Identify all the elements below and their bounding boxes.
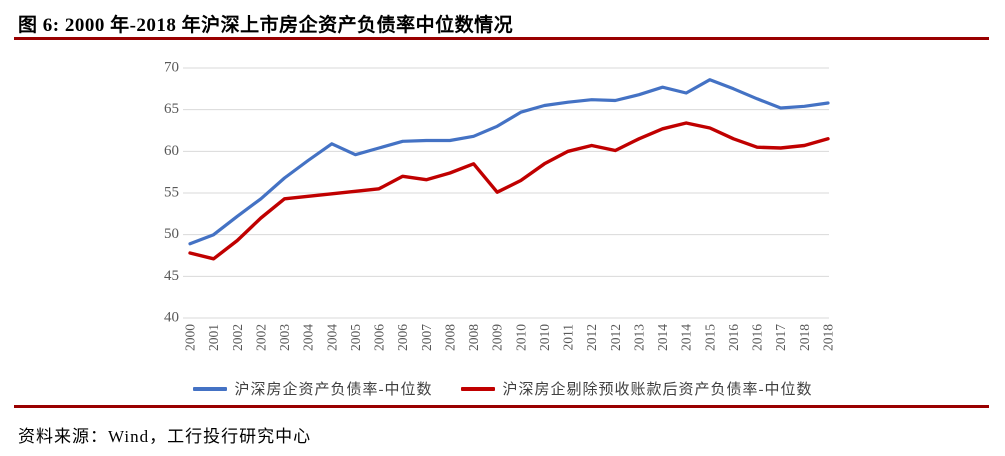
chart-area: 40 45 50 55 60 65 70 2000 2001 2002 2002 2003 2004 20… [0,50,1005,370]
x-tick-label: 2006 [372,324,387,351]
red-series-label: 沪深房企剔除预收账款后资产负债率-中位数 [502,382,813,398]
blue-series-label: 沪深房企资产负债率-中位数 [234,382,433,398]
x-tick-label: 2000 [183,324,198,351]
x-tick-label: 2006 [395,324,410,351]
y-tick-label: 60 [164,143,179,159]
x-tick-label: 2010 [537,324,552,351]
legend-item-blue: 沪深房企资产负债率-中位数 [192,378,433,399]
x-tick-label: 2004 [324,324,339,351]
red-series-swatch [460,386,495,391]
y-tick-label: 65 [164,101,179,117]
x-tick-label: 2001 [206,324,221,351]
x-tick-label: 2018 [797,324,812,351]
y-tick-label: 70 [164,59,179,75]
blue-series-swatch [192,386,227,391]
y-tick-label: 45 [164,268,179,284]
x-tick-label: 2004 [301,324,316,351]
x-tick-label: 2014 [655,324,670,351]
chart-legend: 沪深房企资产负债率-中位数 沪深房企剔除预收账款后资产负债率-中位数 [130,378,875,399]
x-tick-label: 2002 [230,324,245,351]
source-note: 资料来源：Wind，工行投行研究中心 [18,427,312,446]
x-tick-label: 2009 [490,324,505,351]
legend-item-red: 沪深房企剔除预收账款后资产负债率-中位数 [460,378,813,399]
x-tick-label: 2012 [608,324,623,351]
title-underline-rule [14,37,989,40]
x-tick-label: 2011 [561,324,576,351]
x-tick-label: 2010 [513,324,528,351]
x-tick-label: 2008 [466,324,481,351]
x-tick-label: 2002 [253,324,268,351]
x-tick-label: 2016 [726,324,741,351]
x-tick-label: 2012 [584,324,599,351]
y-tick-label: 40 [164,309,179,325]
x-tick-label: 2007 [419,324,434,351]
source-divider-rule [14,405,989,408]
figure-title: 图 6: 2000 年-2018 年沪深上市房企资产负债率中位数情况 [18,15,514,36]
x-tick-label: 2018 [821,324,836,351]
x-tick-label: 2014 [679,324,694,351]
series-line-blue [188,78,830,246]
line-chart: 40 45 50 55 60 65 70 2000 2001 2002 2002 2003 2004 20… [164,59,836,351]
x-tick-label: 2016 [750,324,765,351]
x-tick-label: 2015 [702,324,717,351]
y-tick-label: 50 [164,226,179,242]
y-tick-label: 55 [164,184,179,200]
x-tick-label: 2013 [631,324,646,351]
x-tick-label: 2003 [277,324,292,351]
x-tick-label: 2005 [348,324,363,351]
x-tick-label: 2017 [773,324,788,351]
x-tick-label: 2008 [442,324,457,351]
series-line-red [188,121,830,261]
